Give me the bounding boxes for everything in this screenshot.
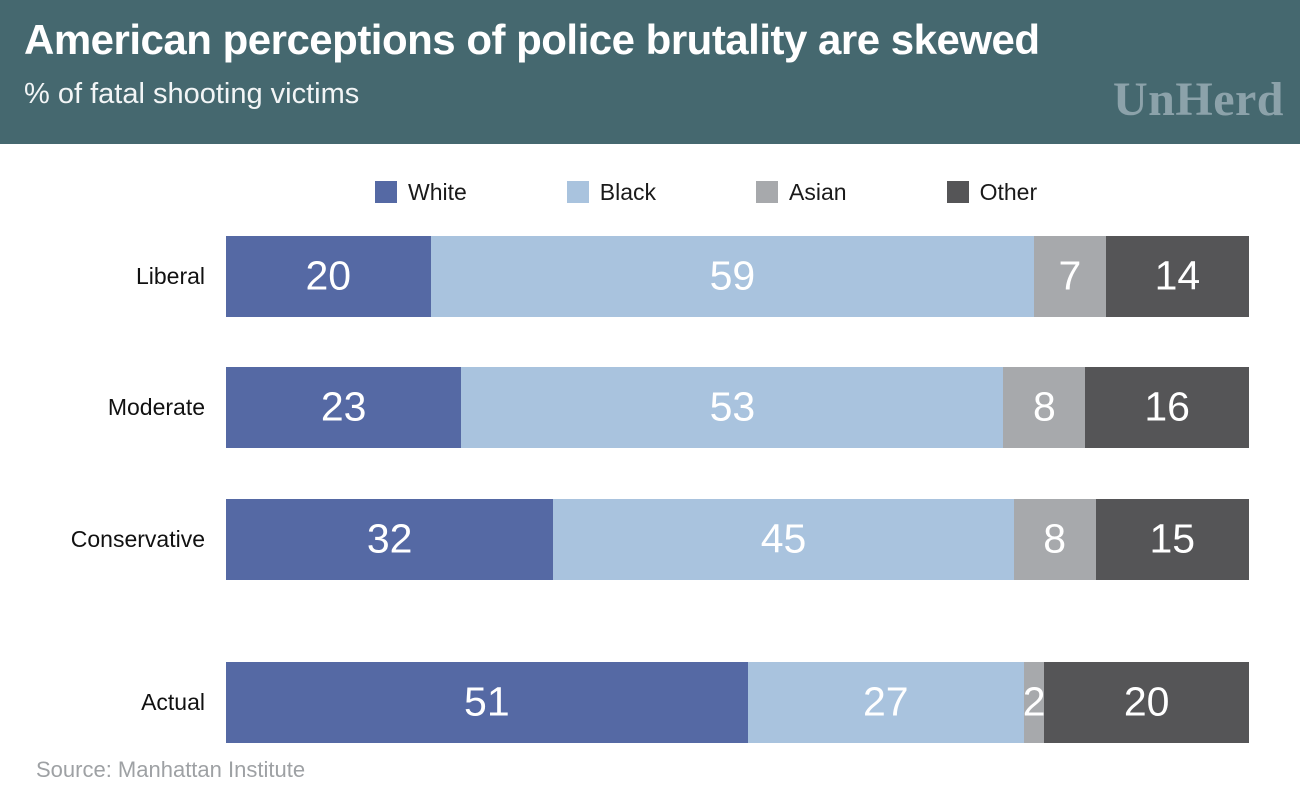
bar-segment-other: 20 [1044, 662, 1249, 743]
segment-value: 45 [760, 515, 807, 562]
bar-segment-other: 15 [1095, 499, 1249, 580]
segment-value: 59 [709, 252, 756, 299]
stacked-bar: 32 45 8 15 [226, 499, 1249, 580]
segment-value: 32 [366, 515, 413, 562]
bar-segment-asian: 8 [1003, 367, 1086, 448]
legend-swatch-black [566, 181, 589, 203]
row-label: Moderate [107, 394, 205, 420]
chart-subtitle: % of fatal shooting victims [24, 78, 360, 110]
bar-segment-white: 32 [226, 499, 554, 580]
legend-item-white: White [375, 178, 467, 205]
bar-segment-black: 59 [430, 236, 1035, 317]
bar-row-actual: Actual 51 27 2 20 [0, 662, 1300, 743]
header: American perceptions of police brutality… [0, 0, 1300, 144]
bar-segment-asian: 2 [1022, 662, 1046, 743]
legend-label: Black [599, 178, 657, 205]
chart-title: American perceptions of police brutality… [24, 16, 1040, 63]
row-label: Actual [141, 689, 205, 715]
legend: White Black Asian Other [375, 179, 1037, 205]
bar-segment-black: 53 [461, 367, 1004, 448]
bar-segment-other: 14 [1105, 236, 1249, 317]
legend-swatch-other [946, 181, 969, 203]
legend-item-asian: Asian [756, 178, 847, 205]
bar-row-liberal: Liberal 20 59 7 14 [0, 236, 1300, 317]
segment-value: 20 [305, 252, 352, 299]
segment-value: 16 [1144, 383, 1190, 430]
legend-item-other: Other [946, 178, 1038, 205]
bar-row-conservative: Conservative 32 45 8 15 [0, 499, 1300, 580]
row-label: Conservative [70, 526, 205, 552]
legend-item-black: Black [566, 178, 657, 205]
bar-segment-white: 20 [226, 236, 431, 317]
segment-value: 20 [1123, 678, 1170, 725]
segment-value: 8 [1032, 383, 1056, 430]
source-note: Source: Manhattan Institute [36, 757, 306, 782]
segment-value: 2 [1022, 678, 1046, 725]
row-label: Liberal [135, 263, 205, 289]
bar-segment-white: 51 [226, 662, 748, 743]
bar-segment-black: 45 [553, 499, 1014, 580]
stacked-bar: 20 59 7 14 [226, 236, 1249, 317]
segment-value: 15 [1149, 515, 1196, 562]
legend-label: Other [979, 178, 1038, 205]
legend-label: Asian [789, 178, 847, 205]
segment-value: 23 [320, 383, 367, 430]
bar-segment-other: 16 [1085, 367, 1249, 448]
segment-value: 8 [1043, 515, 1067, 562]
segment-value: 7 [1058, 252, 1082, 299]
stacked-bar: 23 53 8 16 [226, 367, 1249, 448]
segment-value: 51 [464, 678, 510, 725]
legend-label: White [408, 178, 467, 205]
stacked-bar: 51 27 2 20 [226, 662, 1249, 743]
unherd-logo: UnHerd [1113, 73, 1284, 126]
bar-segment-black: 27 [747, 662, 1024, 743]
legend-swatch-asian [756, 181, 779, 203]
bar-segment-asian: 8 [1013, 499, 1096, 580]
bar-segment-white: 23 [226, 367, 462, 448]
segment-value: 27 [863, 678, 909, 725]
segment-value: 14 [1154, 252, 1201, 299]
bar-segment-asian: 7 [1034, 236, 1106, 317]
bar-row-moderate: Moderate 23 53 8 16 [0, 367, 1300, 448]
segment-value: 53 [709, 383, 756, 430]
legend-swatch-white [375, 181, 397, 203]
